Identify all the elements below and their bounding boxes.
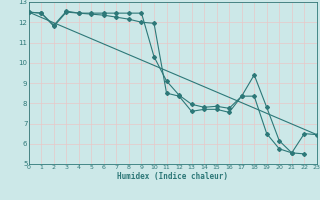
X-axis label: Humidex (Indice chaleur): Humidex (Indice chaleur) (117, 172, 228, 181)
